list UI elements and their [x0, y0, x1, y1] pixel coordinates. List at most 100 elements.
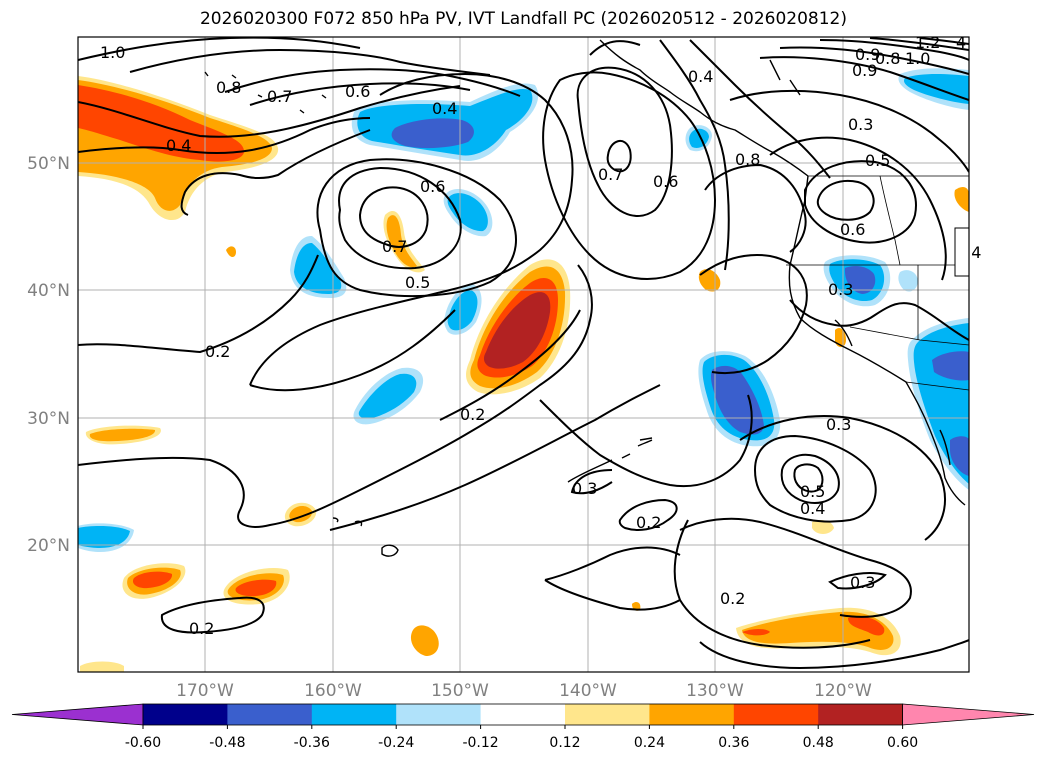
- contour-label: 0.5: [800, 482, 825, 501]
- colorbar-frame: [142, 703, 903, 726]
- map-frame: [77, 36, 970, 673]
- contour-label: 0.3: [850, 573, 875, 592]
- shade-negative: [358, 373, 417, 419]
- contour-label: 4: [956, 33, 966, 52]
- colorbar-tick-label: -0.60: [125, 735, 161, 751]
- lat-label: 30°N: [27, 409, 70, 429]
- lon-label: 130°W: [686, 681, 744, 701]
- shade-positive: [235, 579, 277, 597]
- contour-label: 0.4: [432, 99, 457, 118]
- colorbar-bin: [227, 704, 313, 725]
- colorbar-extend-min: [11, 703, 144, 726]
- contour-label: 0.4: [688, 67, 713, 86]
- colorbar-bin: [143, 704, 228, 725]
- lat-label: 20°N: [27, 536, 70, 556]
- map-title: 2026020300 F072 850 hPa PV, IVT Landfall…: [199, 9, 847, 29]
- colorbar-bin: [818, 704, 904, 725]
- lat-label: 40°N: [27, 281, 70, 301]
- contour-label: 0.3: [572, 479, 597, 498]
- colorbar-bin: [396, 704, 482, 725]
- contour-label: 1.0: [905, 49, 930, 68]
- shade-negative: [932, 351, 969, 381]
- contour-label: 0.9: [852, 61, 877, 80]
- shade-positive: [483, 292, 551, 369]
- contour-label: 0.5: [865, 151, 890, 170]
- shading-layer: [78, 68, 969, 672]
- colorbar: [11, 703, 1035, 726]
- shade-positive: [386, 215, 417, 268]
- colorbar-tick-label: 0.36: [718, 735, 749, 751]
- longitude-axis: 170°W 160°W 150°W 140°W 130°W 120°W: [176, 681, 872, 701]
- contour-label: 0.2: [720, 589, 745, 608]
- contour-label: 0.9: [855, 45, 880, 64]
- colorbar-bin: [733, 704, 819, 725]
- colorbar-bin: [311, 704, 397, 725]
- colorbar-bin: [565, 704, 650, 725]
- shade-negative: [844, 266, 876, 294]
- shade-positive: [812, 520, 834, 534]
- shade-negative: [898, 270, 918, 292]
- colorbar-tick-label: -0.24: [378, 735, 414, 751]
- shade-positive: [848, 616, 885, 636]
- contour-label-layer: 1.0 0.8 0.7 0.6 0.4 0.4 0.6 0.7 0.5 0.2 …: [100, 33, 981, 638]
- colorbar-bin: [649, 704, 735, 725]
- colorbar-tick-label: 0.24: [634, 735, 665, 751]
- contour-label: 0.8: [216, 78, 241, 97]
- shade-negative: [950, 436, 969, 476]
- shade-positive: [954, 187, 969, 212]
- shade-positive: [80, 661, 124, 672]
- pv-contours: [78, 37, 969, 670]
- contour-label: 0.3: [828, 280, 853, 299]
- lon-label: 150°W: [431, 681, 489, 701]
- contour-label: 0.2: [636, 513, 661, 532]
- inset-box: [954, 227, 970, 277]
- contour-label: 0.4: [800, 499, 825, 518]
- shade-negative: [78, 526, 130, 548]
- colorbar-extend-max: [902, 703, 1035, 726]
- contour-label: 1.2: [915, 33, 940, 52]
- shade-negative: [447, 193, 488, 232]
- contour-label: 0.2: [205, 342, 230, 361]
- graticule: [78, 37, 969, 672]
- lat-label: 50°N: [27, 154, 70, 174]
- contour-label: 0.6: [653, 172, 678, 191]
- colorbar-tick-label: 0.60: [887, 735, 918, 751]
- colorbar-ticks: -0.60 -0.48 -0.36 -0.24 -0.12 0.12 0.24 0.36 0.4…: [125, 725, 918, 751]
- shade-negative: [447, 290, 478, 331]
- colorbar-tick-label: 0.12: [549, 735, 580, 751]
- contour-label: 0.3: [826, 415, 851, 434]
- contour-label: 0.3: [848, 115, 873, 134]
- colorbar-tick-label: -0.48: [209, 735, 245, 751]
- colorbar-bin: [480, 704, 566, 725]
- lon-label: 160°W: [304, 681, 362, 701]
- contour-label: 0.6: [420, 177, 445, 196]
- shade-positive: [410, 625, 439, 656]
- contour-label: 0.5: [405, 273, 430, 292]
- contour-label: 0.8: [735, 150, 760, 169]
- latitude-axis: 50°N 40°N 30°N 20°N: [27, 154, 70, 556]
- contour-label: 0.7: [267, 87, 292, 106]
- lon-label: 170°W: [176, 681, 234, 701]
- shade-positive: [742, 629, 770, 636]
- contour-label: 0.7: [382, 237, 407, 256]
- shade-positive: [226, 246, 236, 257]
- shade-positive: [89, 428, 156, 442]
- contour-label: 0.6: [840, 220, 865, 239]
- contour-label: 0.4: [166, 136, 191, 155]
- shade-negative: [710, 365, 764, 435]
- contour-label: 0.6: [345, 82, 370, 101]
- contour-label: 0.8: [875, 49, 900, 68]
- shade-negative: [391, 118, 474, 149]
- contour-label: 0.2: [189, 619, 214, 638]
- political-boundaries: [786, 175, 969, 391]
- colorbar-tick-label: 0.48: [803, 735, 834, 751]
- contour-label: 0.2: [460, 405, 485, 424]
- lon-label: 120°W: [814, 681, 872, 701]
- colorbar-tick-label: -0.12: [462, 735, 498, 751]
- shade-positive: [78, 85, 245, 162]
- lon-label: 140°W: [559, 681, 617, 701]
- contour-label: 0.7: [598, 165, 623, 184]
- shade-positive: [132, 571, 173, 589]
- colorbar-tick-label: -0.36: [294, 735, 330, 751]
